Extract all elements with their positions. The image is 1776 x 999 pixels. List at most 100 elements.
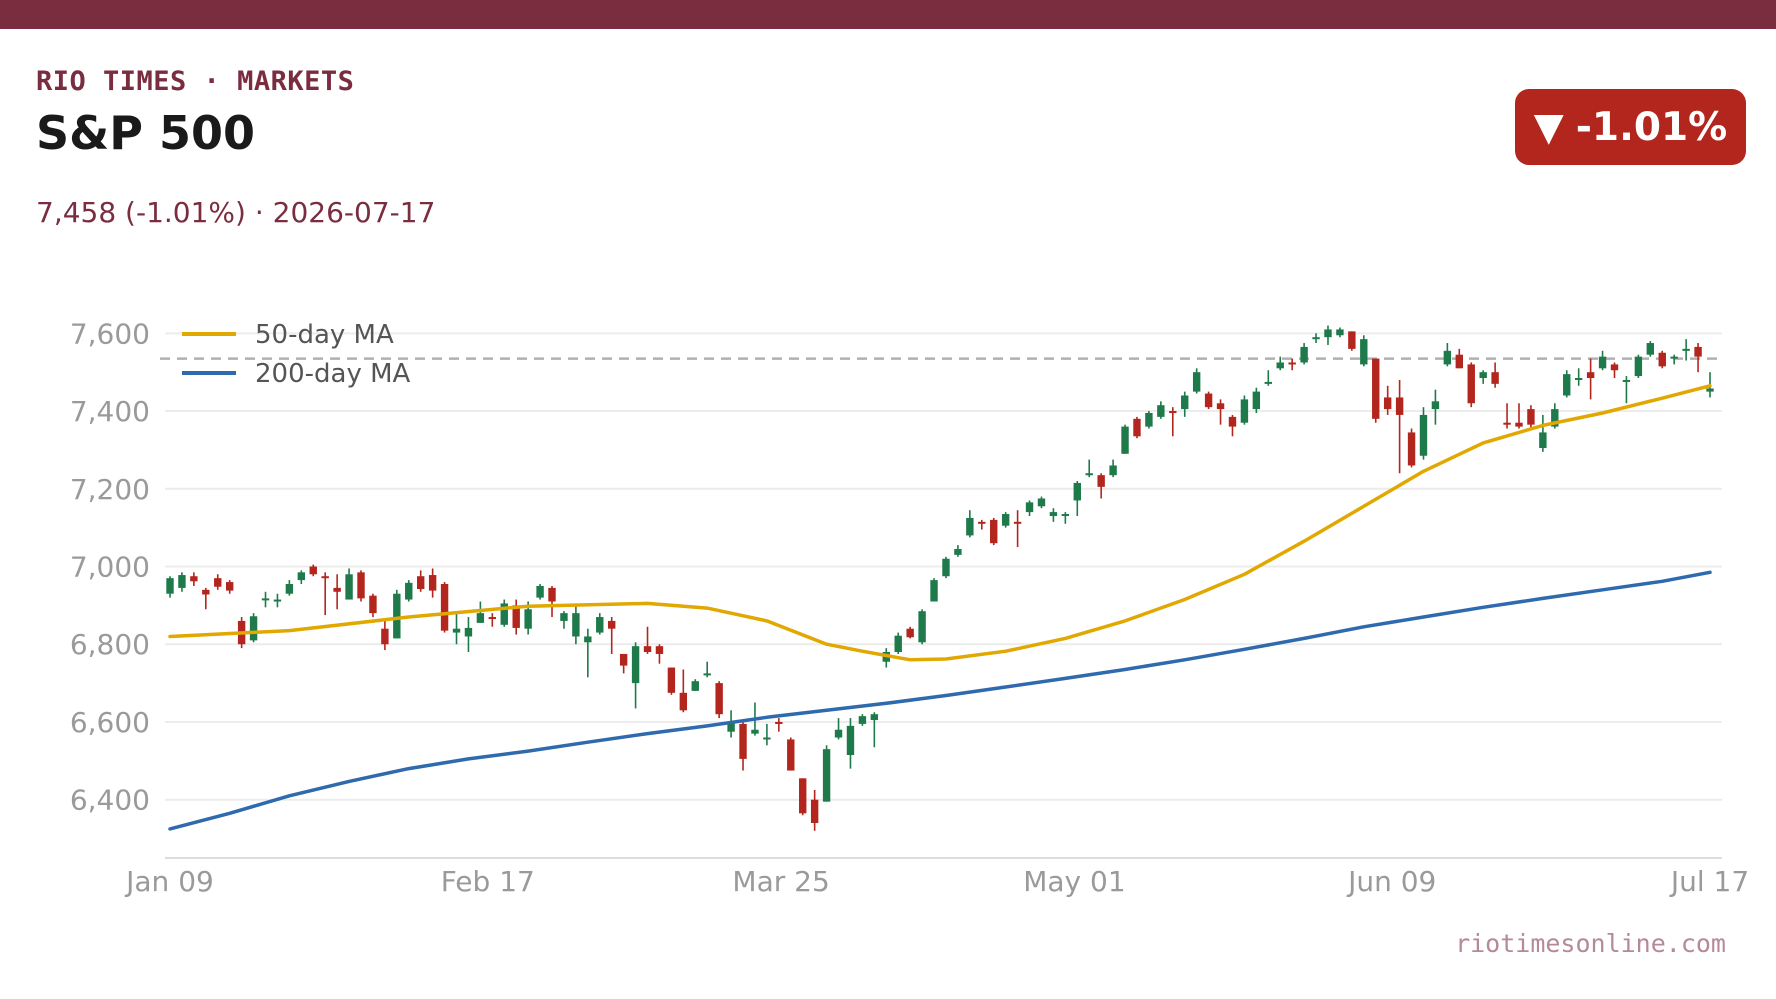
candle <box>1372 358 1380 423</box>
candle-body <box>1527 409 1535 425</box>
candle-body <box>1634 356 1643 377</box>
candle-body <box>942 558 950 577</box>
candle-body <box>870 714 879 721</box>
candle <box>1455 348 1464 369</box>
candle <box>1634 354 1643 379</box>
candle-body <box>810 799 819 824</box>
candle <box>202 587 210 610</box>
candle <box>1025 500 1034 516</box>
candle <box>870 712 879 748</box>
y-tick-label: 7,000 <box>70 551 150 584</box>
candle-body <box>703 673 711 676</box>
candle-body <box>1013 521 1022 524</box>
candle <box>297 570 306 584</box>
candle <box>309 564 317 577</box>
candle-body <box>1300 346 1308 363</box>
candle <box>715 681 723 719</box>
candle <box>990 517 998 546</box>
candle-body <box>894 635 902 653</box>
candle-body <box>1288 362 1296 365</box>
candle-body <box>1192 372 1201 392</box>
candle-body <box>1240 399 1249 423</box>
candle-body <box>536 585 544 598</box>
candle-body <box>643 646 652 653</box>
candle <box>619 653 628 674</box>
x-tick-label: Mar 25 <box>732 865 829 898</box>
candle-body <box>1694 346 1702 357</box>
candle <box>1216 399 1225 425</box>
candle <box>1264 370 1272 386</box>
candle <box>1121 424 1129 454</box>
y-tick-label: 7,600 <box>70 317 150 350</box>
candle <box>1574 368 1583 386</box>
candle <box>428 568 437 598</box>
candle <box>1694 343 1702 373</box>
candle-body <box>1085 473 1093 476</box>
candle <box>1670 354 1678 365</box>
candle-body <box>1467 364 1475 404</box>
candle <box>1622 376 1631 404</box>
y-tick-label: 7,400 <box>70 395 150 428</box>
candle <box>1037 496 1046 509</box>
candle <box>667 667 676 695</box>
candle-body <box>966 517 974 536</box>
candle <box>1503 403 1511 429</box>
x-tick-label: May 01 <box>1023 865 1125 898</box>
candle <box>739 721 747 771</box>
candle <box>1467 362 1475 408</box>
legend-label-ma200: 200-day MA <box>255 359 411 389</box>
candle-body <box>1443 350 1452 365</box>
candle-body <box>978 521 986 524</box>
candle <box>1145 411 1153 429</box>
candle-body <box>918 611 926 643</box>
candle <box>1360 335 1368 367</box>
candle-body <box>631 646 640 684</box>
candle-body <box>608 620 616 629</box>
candle <box>345 568 353 600</box>
legend-label-ma50: 50-day MA <box>255 320 394 350</box>
candle <box>405 580 413 602</box>
candle-body <box>619 653 628 666</box>
candle <box>655 644 664 664</box>
y-tick-label: 7,200 <box>70 473 150 506</box>
candle <box>166 576 174 598</box>
candles <box>166 325 1714 831</box>
candle-body <box>1503 422 1511 425</box>
candle <box>954 545 962 557</box>
candle-body <box>273 599 282 602</box>
chart-legend: 50-day MA 200-day MA <box>182 320 411 389</box>
candle-body <box>1395 397 1404 415</box>
candle-body <box>1407 432 1416 466</box>
candle <box>1049 508 1058 522</box>
candle <box>488 613 497 627</box>
candle <box>572 605 580 645</box>
candle-body <box>178 575 186 588</box>
candle <box>1109 459 1117 478</box>
source-credit: riotimesonline.com <box>1455 929 1726 958</box>
candle-body <box>1001 514 1010 526</box>
x-tick-label: Jul 17 <box>1669 865 1749 898</box>
candle-body <box>775 721 783 724</box>
candle <box>1419 407 1428 460</box>
candle-body <box>261 598 270 601</box>
candle-body <box>1563 374 1571 396</box>
candle <box>1479 370 1487 384</box>
candle-body <box>763 737 771 740</box>
candle-body <box>333 587 341 592</box>
y-tick-label: 6,400 <box>70 784 150 817</box>
candle-body <box>1228 416 1237 427</box>
down-arrow-icon: ▼ <box>1533 104 1564 150</box>
candle-body <box>512 605 520 628</box>
candle <box>381 620 389 651</box>
candle-body <box>249 616 258 641</box>
candle-body <box>1348 331 1356 349</box>
candle-body <box>357 572 365 599</box>
candle-body <box>1169 411 1177 414</box>
candle <box>799 778 807 816</box>
candle <box>1288 358 1296 371</box>
candle <box>1539 414 1547 452</box>
candle-body <box>345 574 353 600</box>
candle <box>775 718 783 732</box>
candle-body <box>1312 337 1320 340</box>
candle-body <box>548 587 556 602</box>
